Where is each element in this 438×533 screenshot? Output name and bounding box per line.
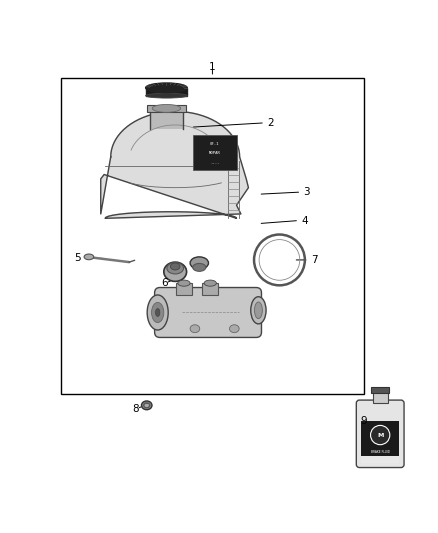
- Ellipse shape: [145, 83, 187, 93]
- Text: 6: 6: [161, 278, 168, 288]
- Text: 3: 3: [303, 187, 310, 197]
- Bar: [361, 456, 399, 463]
- Ellipse shape: [152, 302, 164, 322]
- Ellipse shape: [170, 263, 180, 270]
- Text: BRAKE FLUID: BRAKE FLUID: [371, 450, 390, 454]
- Ellipse shape: [178, 280, 190, 286]
- Circle shape: [371, 425, 390, 445]
- Text: MOPAR: MOPAR: [208, 151, 221, 156]
- Ellipse shape: [144, 403, 150, 408]
- Ellipse shape: [84, 254, 94, 260]
- Ellipse shape: [193, 263, 206, 271]
- Ellipse shape: [230, 325, 239, 333]
- FancyBboxPatch shape: [356, 400, 404, 467]
- Text: 4: 4: [301, 215, 308, 225]
- Text: 2: 2: [267, 118, 274, 128]
- Text: 9: 9: [360, 416, 367, 426]
- Bar: [371, 386, 389, 393]
- Bar: [373, 391, 388, 403]
- Ellipse shape: [190, 257, 208, 269]
- Ellipse shape: [147, 295, 168, 330]
- Ellipse shape: [167, 263, 184, 274]
- FancyBboxPatch shape: [155, 287, 261, 337]
- Ellipse shape: [204, 280, 216, 286]
- Ellipse shape: [145, 93, 187, 98]
- Text: 5: 5: [74, 253, 81, 263]
- Bar: [361, 421, 399, 457]
- Ellipse shape: [141, 401, 152, 410]
- Bar: [145, 88, 187, 96]
- Text: GF-1: GF-1: [210, 142, 219, 146]
- Polygon shape: [101, 111, 248, 219]
- Bar: [150, 107, 183, 128]
- Ellipse shape: [251, 297, 266, 324]
- Bar: [193, 135, 237, 170]
- Ellipse shape: [152, 104, 180, 112]
- Ellipse shape: [155, 309, 160, 317]
- Text: ----: ----: [210, 161, 219, 165]
- Bar: [202, 282, 218, 295]
- Ellipse shape: [254, 302, 262, 319]
- Bar: [146, 105, 186, 112]
- Ellipse shape: [164, 262, 187, 281]
- Text: M: M: [377, 433, 383, 438]
- Bar: [176, 282, 192, 295]
- Bar: [61, 78, 364, 393]
- Text: 1: 1: [209, 62, 216, 72]
- Text: 7: 7: [311, 255, 318, 265]
- Text: 8: 8: [132, 404, 139, 414]
- Ellipse shape: [190, 325, 200, 333]
